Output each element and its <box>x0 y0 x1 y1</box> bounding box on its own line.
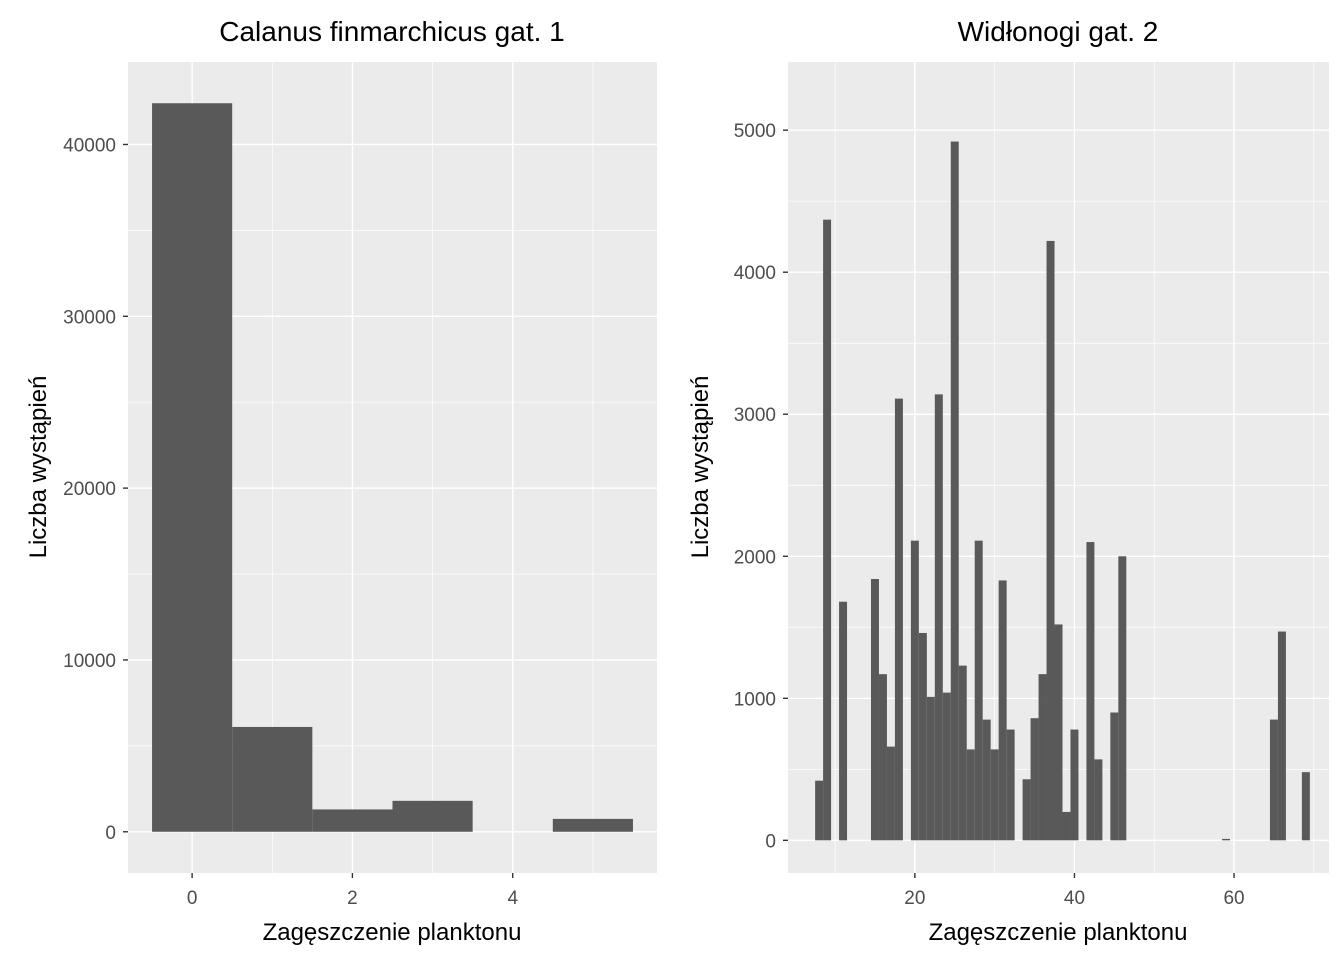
x-axis-title: Zagęszczenie planktonu <box>929 919 1188 946</box>
histogram-bar <box>1110 712 1119 841</box>
histogram-bar <box>1086 542 1095 841</box>
histogram-bar <box>958 665 967 841</box>
histogram-bar <box>926 696 935 841</box>
histogram-bar <box>232 726 313 832</box>
histogram-bar <box>990 749 999 841</box>
histogram-bars <box>152 103 633 832</box>
y-tick-label: 40000 <box>63 135 116 156</box>
x-tick-label: 4 <box>507 888 518 909</box>
y-axis-title: Liczba wystąpień <box>687 376 714 559</box>
y-tick-label: 1000 <box>734 689 776 710</box>
histogram-bar <box>974 540 983 841</box>
y-axis-title: Liczba wystąpień <box>25 376 52 559</box>
histogram-bar <box>982 719 991 841</box>
y-tick-label: 4000 <box>734 263 776 284</box>
histogram-bar <box>934 394 943 841</box>
histogram-panel-widlonogi: Widłonogi gat. 2 20 40 60 0 1000 2000 3000 4000… <box>687 16 1329 946</box>
y-tick-label: 0 <box>105 823 116 844</box>
histogram-panel-calanus: Calanus finmarchicus gat. 1 0 2 4 0 10000 200… <box>25 16 657 946</box>
x-tick-label: 0 <box>187 888 198 909</box>
histogram-bar <box>966 749 975 841</box>
histogram-bar <box>886 746 895 841</box>
x-tick-label: 20 <box>904 888 925 909</box>
histogram-bar <box>552 818 633 832</box>
x-tick-label: 2 <box>347 888 358 909</box>
histogram-bar <box>1269 719 1278 841</box>
axis-ticks: 0 2 4 0 10000 20000 30000 40000 <box>63 135 518 909</box>
histogram-bar <box>1046 240 1055 841</box>
y-tick-label: 0 <box>765 831 776 852</box>
histogram-bar <box>870 578 879 841</box>
y-tick-label: 10000 <box>63 651 116 672</box>
histogram-bar <box>312 809 393 832</box>
histogram-bar <box>1054 624 1063 841</box>
histogram-bar <box>894 398 903 841</box>
plot-title: Calanus finmarchicus gat. 1 <box>219 16 565 47</box>
histogram-bars <box>815 141 1310 841</box>
histogram-bar <box>1070 729 1079 841</box>
y-tick-label: 20000 <box>63 479 116 500</box>
histogram-bar <box>1006 729 1015 841</box>
axis-ticks: 20 40 60 0 1000 2000 3000 4000 5000 <box>734 121 1245 909</box>
histogram-bar <box>878 674 887 841</box>
histogram-bar <box>998 580 1007 841</box>
y-tick-label: 2000 <box>734 547 776 568</box>
histogram-bar <box>950 141 959 841</box>
histogram-bar <box>152 103 233 832</box>
histogram-bar <box>942 692 951 841</box>
histogram-bar <box>1094 759 1103 841</box>
histogram-bar <box>823 219 832 841</box>
y-tick-label: 5000 <box>734 121 776 142</box>
histogram-bar <box>1222 838 1231 841</box>
histogram-bar <box>839 601 848 841</box>
histogram-bar <box>1038 674 1047 841</box>
histogram-bar <box>1277 631 1286 841</box>
y-tick-label: 30000 <box>63 307 116 328</box>
histogram-bar <box>815 780 824 841</box>
histogram-bar <box>910 540 919 841</box>
x-axis-title: Zagęszczenie planktonu <box>263 919 522 946</box>
histogram-bar <box>392 800 473 832</box>
histogram-bar <box>918 632 927 841</box>
y-tick-label: 3000 <box>734 405 776 426</box>
histogram-bar <box>1062 811 1071 841</box>
histogram-bar <box>1030 718 1039 841</box>
x-tick-label: 60 <box>1223 888 1244 909</box>
x-tick-label: 40 <box>1064 888 1085 909</box>
histogram-bar <box>1022 779 1031 841</box>
plot-title: Widłonogi gat. 2 <box>958 16 1159 47</box>
histogram-bar <box>1301 772 1310 841</box>
histogram-bar <box>1118 556 1127 841</box>
